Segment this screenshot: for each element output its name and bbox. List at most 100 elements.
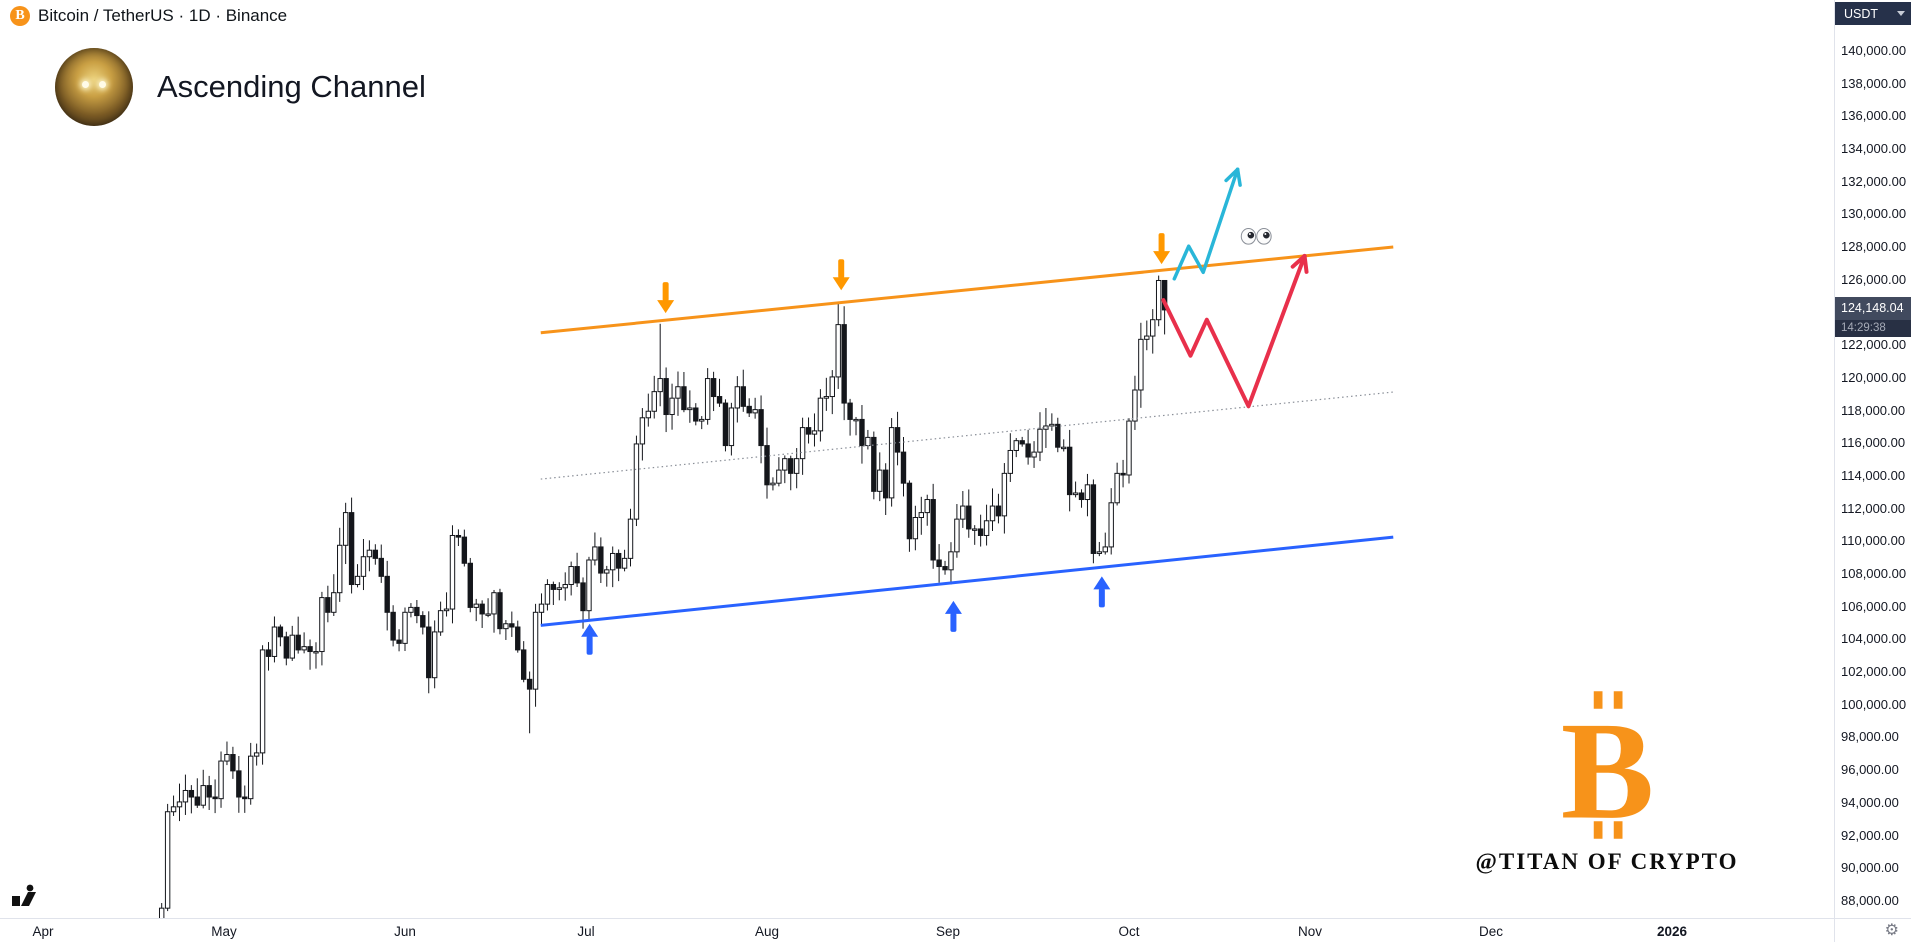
projection-arrow-breakout-continuation[interactable] [1172, 167, 1242, 281]
candle [1132, 375, 1138, 430]
candle [337, 527, 343, 602]
candle [1055, 417, 1061, 453]
bar-countdown: 14:29:38 [1835, 320, 1911, 337]
candle [811, 413, 818, 447]
candle [1066, 429, 1073, 512]
candle [164, 803, 171, 912]
time-axis-label: Sep [935, 924, 961, 939]
candle [532, 603, 539, 707]
time-axis-label: Oct [1118, 924, 1140, 939]
candle [1138, 322, 1144, 408]
chart-plot-area[interactable] [0, 0, 1834, 918]
price-axis-label: 118,000.00 [1841, 402, 1906, 418]
price-axis-label: 88,000.00 [1841, 892, 1899, 908]
channel-bottom-line[interactable] [540, 535, 1394, 627]
candle [212, 779, 218, 814]
support-touch-arrow-icon[interactable] [581, 623, 599, 655]
candle [194, 778, 200, 808]
time-axis-label: May [211, 924, 237, 939]
candle [431, 620, 438, 689]
candle [871, 431, 877, 500]
candle [271, 616, 278, 663]
channel-mid-line[interactable] [540, 391, 1394, 480]
candle [693, 403, 699, 426]
time-axis-label: 2026 [1656, 924, 1688, 939]
time-axis-label: Nov [1297, 924, 1323, 939]
candle [604, 565, 610, 587]
candle [1150, 309, 1156, 354]
eyes-emoji-icon[interactable] [1240, 228, 1272, 245]
candle [663, 367, 669, 433]
candle [443, 592, 450, 617]
candle [995, 493, 1002, 524]
candle [853, 416, 859, 436]
candle [526, 671, 533, 734]
price-axis-label: 114,000.00 [1841, 467, 1906, 483]
candle [669, 383, 675, 430]
symbol-title[interactable]: Bitcoin / TetherUS · 1D · Binance [38, 6, 288, 25]
candle [610, 546, 616, 588]
candle [556, 582, 562, 601]
candle [253, 743, 260, 766]
price-axis[interactable]: USDT 124,148.04 14:29:38 140,000.00 138,0… [1834, 0, 1911, 918]
candle [847, 398, 853, 436]
candle [954, 504, 960, 558]
price-axis-label: 138,000.00 [1841, 75, 1907, 91]
candle [485, 598, 491, 618]
projection-arrow-pullback-then-rally[interactable] [1161, 253, 1309, 409]
channel-top-line[interactable] [540, 245, 1394, 335]
candle [823, 377, 830, 411]
avatar [55, 48, 133, 126]
svg-text:B: B [1560, 694, 1653, 841]
candle [586, 556, 592, 620]
candle [366, 540, 373, 572]
resistance-touch-arrow-icon[interactable] [1153, 233, 1171, 265]
gear-icon[interactable]: ⚙ [1884, 921, 1899, 939]
candle [170, 795, 177, 816]
candle [621, 549, 628, 572]
candle [972, 525, 978, 545]
candle [829, 370, 835, 415]
candle [882, 463, 889, 515]
candle [722, 399, 729, 452]
time-axis[interactable]: Apr May Jun Jul Aug Sep Oct Nov Dec 2026 [0, 918, 1834, 942]
candle [983, 504, 990, 546]
symbol-header[interactable]: B Bitcoin / TetherUS · 1D · Binance [10, 6, 287, 26]
candle [509, 611, 515, 637]
candle [936, 544, 942, 583]
price-axis-label: 104,000.00 [1841, 631, 1907, 647]
candle [918, 496, 924, 535]
candle [236, 755, 242, 813]
candle [1108, 488, 1114, 555]
time-axis-label: Aug [754, 924, 780, 939]
candle [188, 785, 195, 814]
resistance-touch-arrow-icon[interactable] [832, 259, 850, 291]
support-touch-arrow-icon[interactable] [1093, 576, 1111, 608]
price-axis-label: 132,000.00 [1841, 173, 1907, 189]
candle [657, 323, 663, 407]
candle [319, 591, 325, 666]
candle [1043, 407, 1049, 448]
price-axis-label: 108,000.00 [1841, 566, 1907, 582]
candle [1096, 541, 1103, 557]
candle [348, 497, 355, 594]
candle [200, 769, 206, 809]
tradingview-logo-icon[interactable] [12, 884, 40, 913]
candle [574, 552, 580, 588]
candle [224, 741, 230, 766]
candle [390, 605, 396, 647]
avatar-eye-icon [99, 81, 106, 88]
candle [408, 603, 414, 618]
price-axis-label: 102,000.00 [1841, 664, 1907, 680]
candle [942, 560, 948, 575]
currency-toggle-button[interactable]: USDT [1835, 2, 1911, 25]
resistance-touch-arrow-icon[interactable] [657, 282, 675, 314]
candle [651, 375, 657, 419]
support-touch-arrow-icon[interactable] [944, 600, 962, 632]
time-axis-label: Apr [32, 924, 54, 939]
candle [491, 589, 497, 633]
candle [704, 368, 711, 425]
candle [888, 418, 895, 507]
candle [793, 448, 800, 489]
candle [627, 508, 634, 567]
